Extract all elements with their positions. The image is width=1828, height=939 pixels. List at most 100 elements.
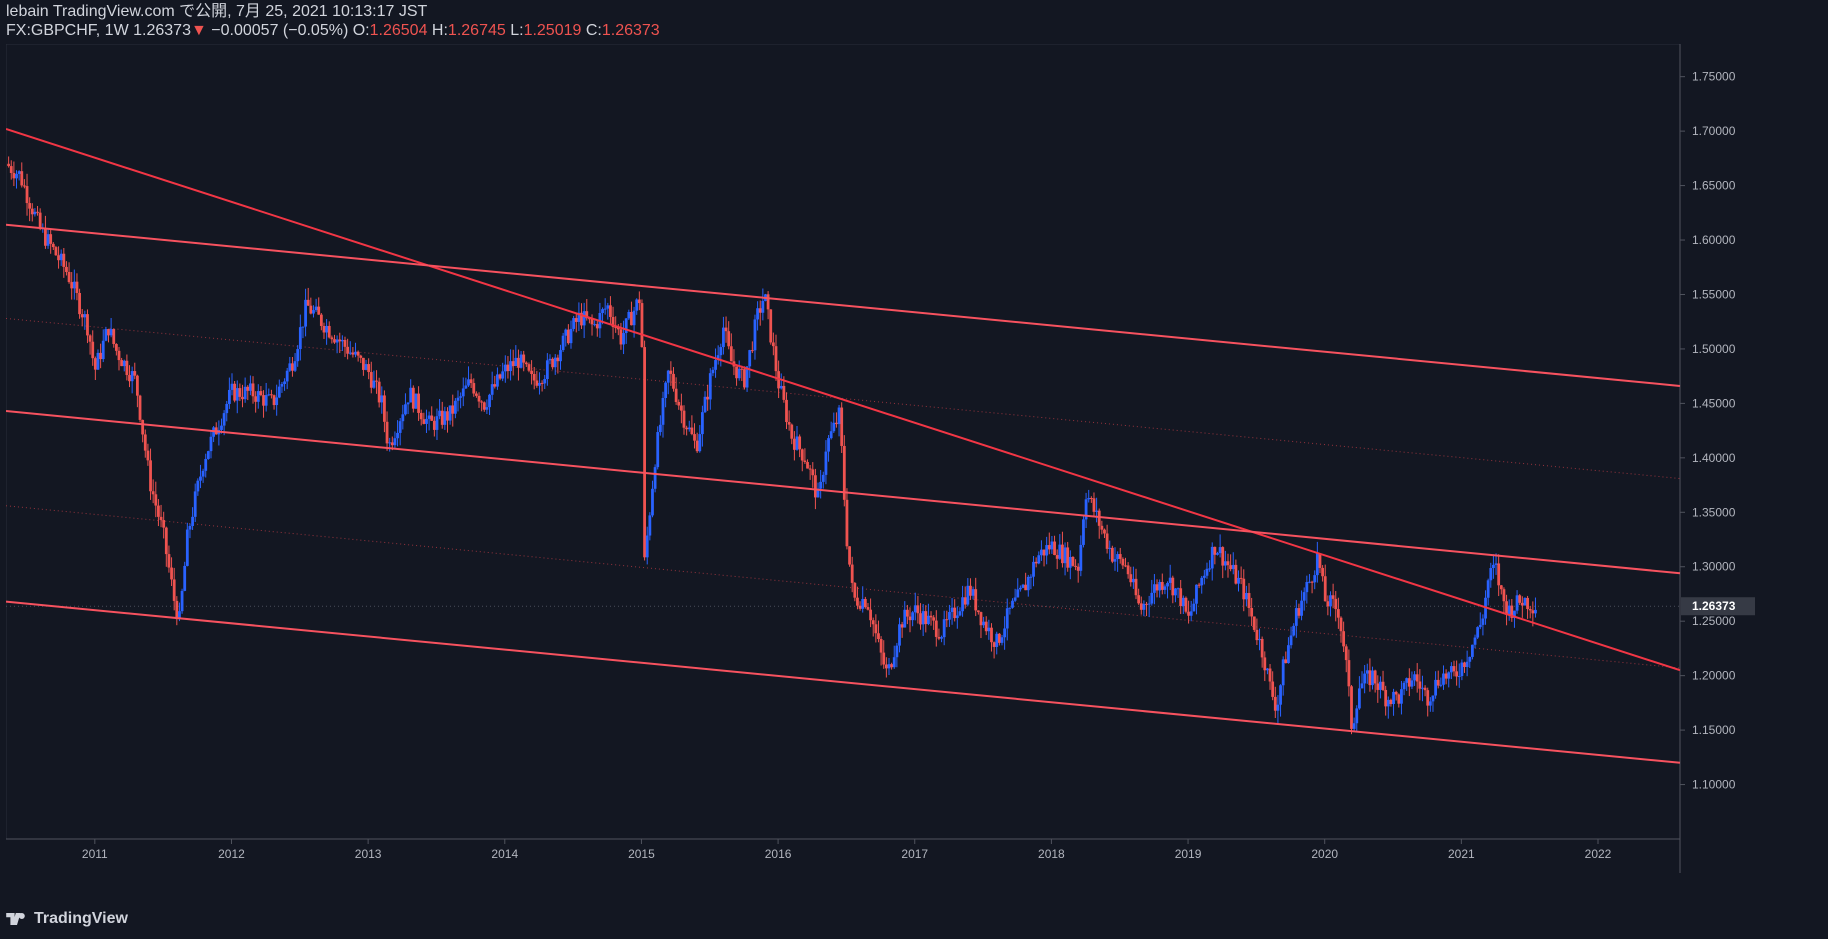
candle-body [264, 395, 268, 406]
candle-body [1097, 510, 1101, 526]
candle-body [792, 438, 796, 450]
candle-body [874, 624, 878, 634]
candle-body [1187, 611, 1190, 616]
tradingview-logo[interactable]: TradingView [6, 910, 128, 928]
close-value: 1.26373 [601, 22, 660, 39]
candle-body [367, 364, 371, 373]
candle-body [206, 451, 210, 459]
candle-body [1528, 609, 1532, 611]
candle-body [840, 407, 844, 446]
candle-body [616, 327, 620, 330]
candle-body [151, 491, 155, 495]
candle-body [467, 379, 470, 386]
time-tick-label: 2013 [355, 847, 382, 861]
candle-body [380, 395, 384, 403]
chart-area[interactable]: 1.10000 1.15000 1.20000 1.25000 1.30000 1.350… [5, 43, 1756, 873]
candle-body [637, 299, 641, 304]
candle-body [1237, 577, 1240, 584]
candle-body [1426, 690, 1430, 706]
candle-body [490, 384, 494, 395]
trendline-channel-mid [5, 410, 1681, 575]
candle-body [1242, 578, 1246, 600]
price-chart[interactable]: 1.10000 1.15000 1.20000 1.25000 1.30000 1.350… [5, 43, 1756, 873]
candle-body [107, 329, 110, 336]
candle-body [958, 611, 962, 616]
candle-body [209, 436, 213, 452]
candle-body [1218, 547, 1222, 554]
candle-body [1168, 577, 1172, 583]
candle-body [372, 380, 376, 388]
candle-body [227, 389, 231, 404]
candle-body [1478, 624, 1482, 628]
candle-body [698, 434, 702, 452]
candle-body [522, 354, 526, 363]
candle-body [146, 450, 150, 461]
candle-body [183, 565, 187, 591]
candle-body [643, 347, 646, 558]
candle-body [1389, 699, 1393, 705]
candle-body [782, 385, 786, 400]
candle-body [761, 300, 765, 313]
candle-body [1352, 723, 1356, 729]
candle-body [1460, 662, 1464, 677]
candle-body [532, 373, 536, 381]
candle-body [948, 612, 951, 620]
candle-body [806, 462, 809, 469]
candle-body [419, 412, 423, 420]
candle-body [1263, 657, 1267, 671]
candle-body [585, 311, 589, 319]
candle-body [1150, 592, 1154, 604]
candle-body [1318, 553, 1322, 568]
candle-body [856, 597, 859, 606]
current-price-label-bg [1681, 597, 1755, 616]
candle-body [375, 380, 378, 382]
candle-body [472, 383, 476, 394]
candle-body [588, 318, 591, 320]
candle-body [411, 387, 415, 409]
candle-body [1195, 584, 1198, 604]
candle-body [987, 627, 991, 632]
candle-body [461, 388, 465, 397]
candle-body [196, 480, 200, 492]
candle-body [811, 469, 815, 476]
candle-body [359, 355, 363, 358]
candle-body [1397, 694, 1401, 704]
candle-body [117, 350, 121, 361]
candle-body [1034, 561, 1038, 564]
candle-body [1276, 704, 1280, 711]
candle-body [566, 329, 570, 344]
candle-body [167, 554, 171, 568]
candle-body [225, 403, 229, 414]
candle-body [630, 311, 633, 326]
candle-body [335, 339, 339, 343]
candle-body [36, 211, 39, 213]
candle-body [104, 329, 108, 341]
candle-body [824, 451, 828, 475]
candle-body [1255, 629, 1259, 641]
candle-body [193, 491, 197, 517]
candle-body [1368, 670, 1372, 686]
time-tick-label: 2011 [82, 847, 108, 861]
candle-body [364, 364, 368, 370]
candle-body [961, 597, 964, 612]
candle-body [1284, 659, 1288, 664]
candle-body [17, 171, 21, 174]
candle-body [114, 344, 118, 351]
candle-body [1476, 627, 1480, 638]
candle-body [724, 327, 728, 332]
candle-body [1005, 608, 1009, 629]
candle-body [325, 325, 329, 333]
candle-body [1273, 696, 1277, 711]
candle-body [582, 311, 586, 326]
candle-body [122, 360, 126, 367]
candle-body [72, 281, 76, 289]
candle-body [530, 370, 533, 374]
candle-body [892, 657, 896, 668]
candle-body [438, 410, 442, 417]
candle-body [425, 418, 428, 424]
candle-body [877, 633, 880, 640]
candle-body [1336, 609, 1340, 618]
candle-body [632, 310, 636, 326]
trendline-channel-top [5, 223, 1681, 387]
candle-body [1118, 554, 1122, 559]
